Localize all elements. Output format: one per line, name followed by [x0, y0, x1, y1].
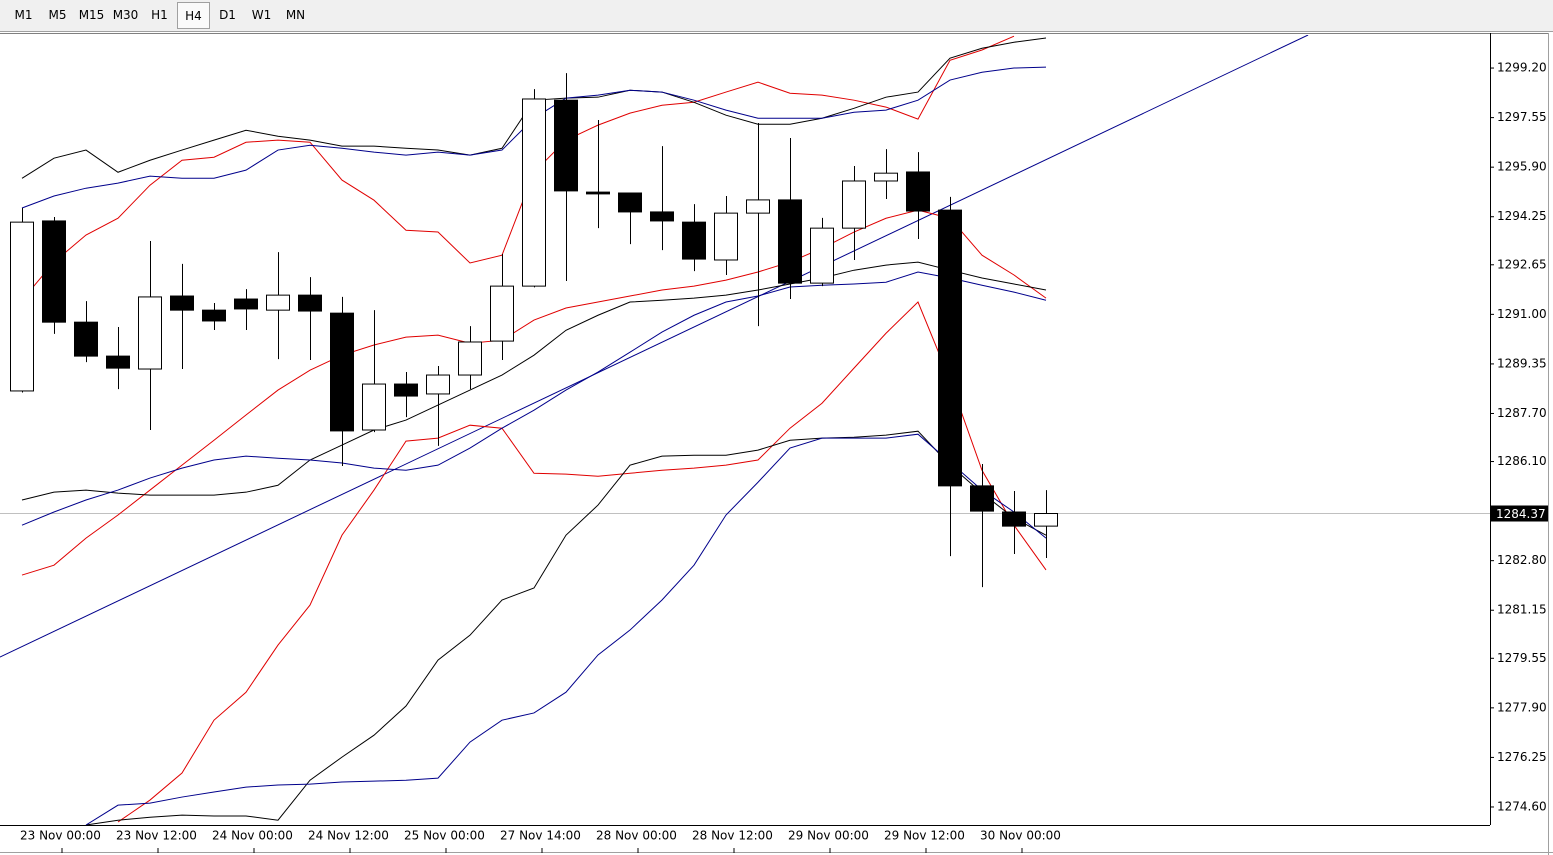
- y-tick-label: 1279.55: [1497, 651, 1547, 665]
- candle-body: [234, 298, 258, 310]
- y-tick-label: 1274.60: [1497, 799, 1547, 813]
- plot-background: [0, 35, 1490, 825]
- indicator-line: [21, 209, 1047, 576]
- candle-body: [522, 98, 546, 287]
- indicator-line: [85, 430, 1047, 825]
- y-tick-label: 1294.25: [1497, 209, 1547, 223]
- candle-body: [426, 374, 450, 395]
- timeframe-button[interactable]: M30: [112, 8, 139, 22]
- timeframe-button[interactable]: MN: [285, 8, 306, 22]
- indicator-line: [21, 35, 1015, 301]
- y-tick-label: 1287.70: [1497, 406, 1547, 420]
- y-tick-label: 1282.80: [1497, 553, 1547, 567]
- x-tick-label: 24 Nov 00:00: [212, 829, 293, 843]
- indicator-line: [21, 261, 1047, 501]
- y-tick-label: 1295.90: [1497, 160, 1547, 174]
- indicator-line: [117, 301, 1047, 823]
- y-tick-label: 1297.55: [1497, 110, 1547, 124]
- candle-body: [330, 312, 354, 432]
- trendline: [0, 35, 1309, 658]
- x-tick-label: 30 Nov 00:00: [980, 829, 1061, 843]
- y-tick-label: 1286.10: [1497, 454, 1547, 468]
- indicator-line: [85, 433, 1047, 825]
- x-tick-label: 23 Nov 12:00: [116, 829, 197, 843]
- timeframe-button[interactable]: D1: [219, 8, 236, 22]
- candle-body: [778, 199, 802, 284]
- y-tick-label: 1292.65: [1497, 257, 1547, 271]
- candle-body: [810, 227, 834, 284]
- candle-body: [42, 220, 66, 323]
- x-tick-label: 25 Nov 00:00: [404, 829, 485, 843]
- candle-body: [938, 209, 962, 487]
- candle-body: [970, 485, 994, 512]
- current-price-label: 1284.37: [1496, 507, 1546, 521]
- candle-body: [650, 211, 674, 222]
- candle-body: [586, 191, 610, 195]
- x-tick-label: 28 Nov 12:00: [692, 829, 773, 843]
- candle-body: [746, 199, 770, 214]
- timeframe-toolbar: M1 M5 M15 M30 H1 H4 D1 W1 MN: [0, 0, 1553, 32]
- candle-body: [618, 192, 642, 213]
- candle-body: [10, 221, 34, 392]
- plot-area: [0, 35, 1490, 825]
- timeframe-button[interactable]: M15: [78, 8, 105, 22]
- candle-body: [1034, 513, 1058, 527]
- candle-body: [362, 383, 386, 431]
- x-tick-label: 29 Nov 12:00: [884, 829, 965, 843]
- x-tick-label: 27 Nov 14:00: [500, 829, 581, 843]
- candle-body: [106, 355, 130, 369]
- candle-body: [682, 221, 706, 260]
- candle-body: [874, 172, 898, 182]
- current-price-box: [1491, 505, 1548, 522]
- indicator-line: [21, 271, 1047, 526]
- candle-body: [170, 295, 194, 311]
- candle-body: [394, 383, 418, 397]
- timeframe-button[interactable]: M5: [48, 8, 67, 22]
- candle-body: [490, 285, 514, 342]
- y-tick-label: 1299.20: [1497, 61, 1547, 75]
- candle-body: [554, 99, 578, 192]
- candle-body: [842, 180, 866, 229]
- candle-body: [266, 294, 290, 311]
- y-tick-label: 1289.35: [1497, 356, 1547, 370]
- candle-body: [298, 294, 322, 312]
- timeframe-button[interactable]: H1: [151, 8, 168, 22]
- candle-body: [74, 321, 98, 357]
- y-tick-label: 1276.25: [1497, 750, 1547, 764]
- y-tick-label: 1277.90: [1497, 700, 1547, 714]
- y-tick-label: 1291.00: [1497, 307, 1547, 321]
- y-tick-label: 1281.15: [1497, 603, 1547, 617]
- candle-body: [714, 212, 738, 261]
- candle-body: [906, 171, 930, 212]
- x-tick-label: 29 Nov 00:00: [788, 829, 869, 843]
- timeframe-button[interactable]: M1: [14, 8, 33, 22]
- candle-body: [1002, 511, 1026, 527]
- timeframe-button[interactable]: H4: [177, 2, 210, 29]
- candle-body: [458, 341, 482, 376]
- timeframe-button[interactable]: W1: [251, 8, 272, 22]
- candle-body: [138, 296, 162, 370]
- x-tick-label: 23 Nov 00:00: [20, 829, 101, 843]
- x-tick-label: 24 Nov 12:00: [308, 829, 389, 843]
- x-tick-label: 28 Nov 00:00: [596, 829, 677, 843]
- candle-body: [202, 309, 226, 322]
